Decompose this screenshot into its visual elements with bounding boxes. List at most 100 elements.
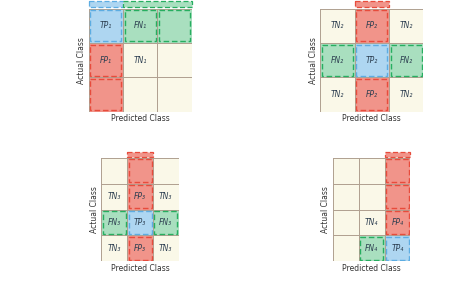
Bar <box>127 158 153 184</box>
Bar <box>320 43 355 77</box>
Bar <box>159 10 190 41</box>
Text: TN₂: TN₂ <box>400 21 413 30</box>
Bar <box>153 235 179 261</box>
Bar <box>91 45 121 76</box>
Text: TP₃: TP₃ <box>134 218 146 227</box>
Y-axis label: Actual Class: Actual Class <box>321 186 330 233</box>
Bar <box>128 237 152 260</box>
Bar <box>359 235 385 261</box>
Text: FN₁: FN₁ <box>134 21 146 30</box>
Bar <box>157 43 191 77</box>
Bar <box>356 79 387 110</box>
Bar <box>389 43 423 77</box>
Bar <box>385 209 410 235</box>
Bar <box>386 237 409 260</box>
Bar <box>101 209 127 235</box>
Bar <box>359 184 385 209</box>
X-axis label: Predicted Class: Predicted Class <box>342 115 401 124</box>
Bar <box>123 77 157 112</box>
X-axis label: Predicted Class: Predicted Class <box>111 264 170 273</box>
Bar <box>333 184 359 209</box>
Bar <box>386 211 409 234</box>
Text: TN₂: TN₂ <box>331 21 344 30</box>
Bar <box>123 9 157 43</box>
Bar <box>355 9 389 43</box>
Text: FP₁: FP₁ <box>100 56 112 65</box>
Bar <box>385 235 410 261</box>
Text: FN₂: FN₂ <box>400 56 413 65</box>
Bar <box>385 158 410 184</box>
Bar <box>333 158 359 184</box>
Text: FP₂: FP₂ <box>366 21 378 30</box>
Text: TP₁: TP₁ <box>100 21 112 30</box>
Bar <box>360 237 383 260</box>
Text: TN₃: TN₃ <box>159 244 173 253</box>
Bar <box>89 43 123 77</box>
Text: FP₃: FP₃ <box>134 192 146 201</box>
Bar <box>389 9 423 43</box>
Bar <box>89 77 123 112</box>
Bar <box>127 184 153 209</box>
Text: TN₂: TN₂ <box>400 90 413 99</box>
Text: FP₂: FP₂ <box>366 90 378 99</box>
Y-axis label: Actual Class: Actual Class <box>77 37 86 84</box>
Bar <box>320 77 355 112</box>
Text: TN₄: TN₄ <box>365 218 379 227</box>
Bar <box>154 211 177 234</box>
Text: TP₄: TP₄ <box>392 244 404 253</box>
Bar <box>385 152 410 157</box>
Text: TN₃: TN₃ <box>108 244 121 253</box>
Bar <box>103 211 126 234</box>
Text: FP₃: FP₃ <box>134 244 146 253</box>
Bar <box>153 209 179 235</box>
Bar <box>127 235 153 261</box>
Text: FN₃: FN₃ <box>159 218 173 227</box>
Bar <box>157 9 191 43</box>
Bar <box>123 43 157 77</box>
Bar <box>359 209 385 235</box>
Bar <box>356 45 387 76</box>
Bar <box>333 235 359 261</box>
Text: FN₃: FN₃ <box>108 218 121 227</box>
Bar <box>355 77 389 112</box>
Bar <box>322 45 353 76</box>
Bar <box>89 1 123 7</box>
Text: TN₁: TN₁ <box>133 56 147 65</box>
Bar <box>89 9 123 43</box>
Bar <box>127 152 153 157</box>
Bar <box>101 158 127 184</box>
Bar <box>386 185 409 208</box>
Bar <box>125 10 155 41</box>
Bar <box>123 1 191 7</box>
Bar <box>127 209 153 235</box>
Bar <box>359 158 385 184</box>
Text: TN₂: TN₂ <box>331 90 344 99</box>
Bar <box>385 184 410 209</box>
Text: TN₃: TN₃ <box>159 192 173 201</box>
Bar <box>128 211 152 234</box>
Text: TN₃: TN₃ <box>108 192 121 201</box>
Bar <box>153 184 179 209</box>
Y-axis label: Actual Class: Actual Class <box>309 37 318 84</box>
Bar <box>320 9 355 43</box>
Bar <box>91 10 121 41</box>
Bar <box>386 159 409 182</box>
Bar <box>356 10 387 41</box>
Y-axis label: Actual Class: Actual Class <box>90 186 99 233</box>
Bar <box>101 235 127 261</box>
Bar <box>157 77 191 112</box>
Bar <box>91 79 121 110</box>
Bar <box>128 159 152 182</box>
Bar <box>355 1 389 7</box>
Bar <box>391 45 421 76</box>
Text: FP₄: FP₄ <box>392 218 403 227</box>
Bar <box>101 184 127 209</box>
X-axis label: Predicted Class: Predicted Class <box>342 264 401 273</box>
Bar <box>389 77 423 112</box>
Bar <box>333 209 359 235</box>
Bar <box>128 185 152 208</box>
Text: TP₂: TP₂ <box>366 56 378 65</box>
Text: FN₄: FN₄ <box>365 244 378 253</box>
Text: FN₂: FN₂ <box>331 56 344 65</box>
Bar <box>153 158 179 184</box>
